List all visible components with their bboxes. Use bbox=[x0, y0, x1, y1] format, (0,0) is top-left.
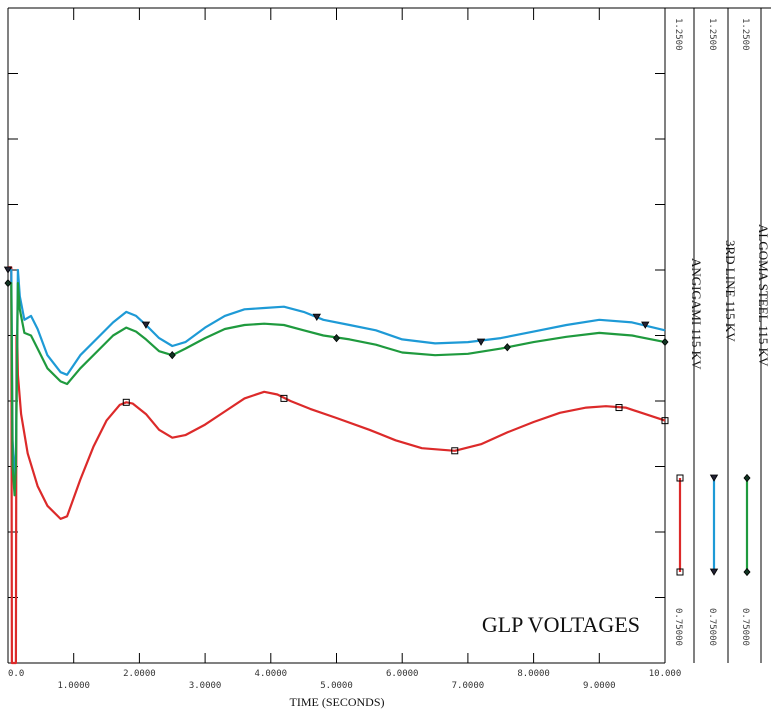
x-tick-label: 10.000 bbox=[649, 669, 682, 679]
x-tick-label: 3.0000 bbox=[189, 681, 222, 691]
x-tick-label: 9.0000 bbox=[583, 681, 616, 691]
square-marker bbox=[676, 474, 684, 482]
square-marker bbox=[122, 398, 130, 406]
triangle-marker bbox=[3, 266, 13, 274]
triangle-marker bbox=[476, 338, 486, 346]
square-marker bbox=[615, 404, 623, 412]
legend-layer: ANGIGAMI 115 KV 1.2500 0.75000 3RD LINE 115… bbox=[673, 18, 771, 646]
series-layer bbox=[3, 266, 669, 665]
series-axis-max-label: 1.2500 bbox=[673, 18, 683, 51]
square-marker bbox=[451, 447, 459, 455]
x-tick-label: 2.0000 bbox=[123, 669, 156, 679]
diamond-marker bbox=[168, 351, 176, 360]
triangle-marker bbox=[709, 474, 719, 482]
square-marker bbox=[676, 568, 684, 576]
x-tick-label: 0.0 bbox=[8, 669, 24, 679]
triangle-marker bbox=[641, 321, 650, 329]
series-label: ANGIGAMI 115 KV bbox=[689, 258, 704, 370]
series-label: 3RD LINE 115 KV bbox=[723, 240, 738, 342]
x-tick-label: 8.0000 bbox=[517, 669, 550, 679]
series-axis-min-label: 0.75000 bbox=[673, 608, 683, 646]
series-line bbox=[8, 266, 666, 665]
diamond-marker bbox=[503, 343, 511, 352]
square-marker bbox=[661, 417, 669, 425]
series-axis-max-label: 1.2500 bbox=[740, 18, 750, 51]
diamond-marker bbox=[661, 337, 669, 347]
diamond-marker bbox=[4, 278, 12, 288]
series-label: ALGOMA STEEL 115 KV bbox=[756, 224, 771, 367]
x-tick-label: 5.0000 bbox=[320, 681, 353, 691]
x-axis-label: TIME (SECONDS) bbox=[290, 695, 385, 709]
series-axis-min-label: 0.75000 bbox=[740, 608, 750, 646]
series-axis-min-label: 0.75000 bbox=[707, 608, 717, 646]
chart-ticks: 0.0 2.0000 4.0000 6.0000 8.0000 10.000 1.0000 3… bbox=[7, 8, 682, 691]
plot-frame bbox=[7, 7, 771, 664]
diamond-marker bbox=[332, 334, 341, 343]
series-line bbox=[8, 268, 666, 481]
diamond-marker bbox=[743, 567, 751, 577]
chart-title: GLP VOLTAGES bbox=[482, 612, 640, 637]
diamond-marker bbox=[743, 473, 751, 483]
x-tick-label: 4.0000 bbox=[255, 669, 288, 679]
triangle-marker bbox=[141, 321, 151, 329]
x-tick-label: 1.0000 bbox=[57, 681, 90, 691]
series-axis-max-label: 1.2500 bbox=[707, 18, 717, 51]
triangle-marker bbox=[709, 568, 719, 576]
x-tick-label: 7.0000 bbox=[452, 681, 485, 691]
square-marker bbox=[280, 394, 288, 402]
x-tick-label: 6.0000 bbox=[386, 669, 419, 679]
series-line bbox=[8, 282, 666, 497]
triangle-marker bbox=[312, 313, 321, 321]
